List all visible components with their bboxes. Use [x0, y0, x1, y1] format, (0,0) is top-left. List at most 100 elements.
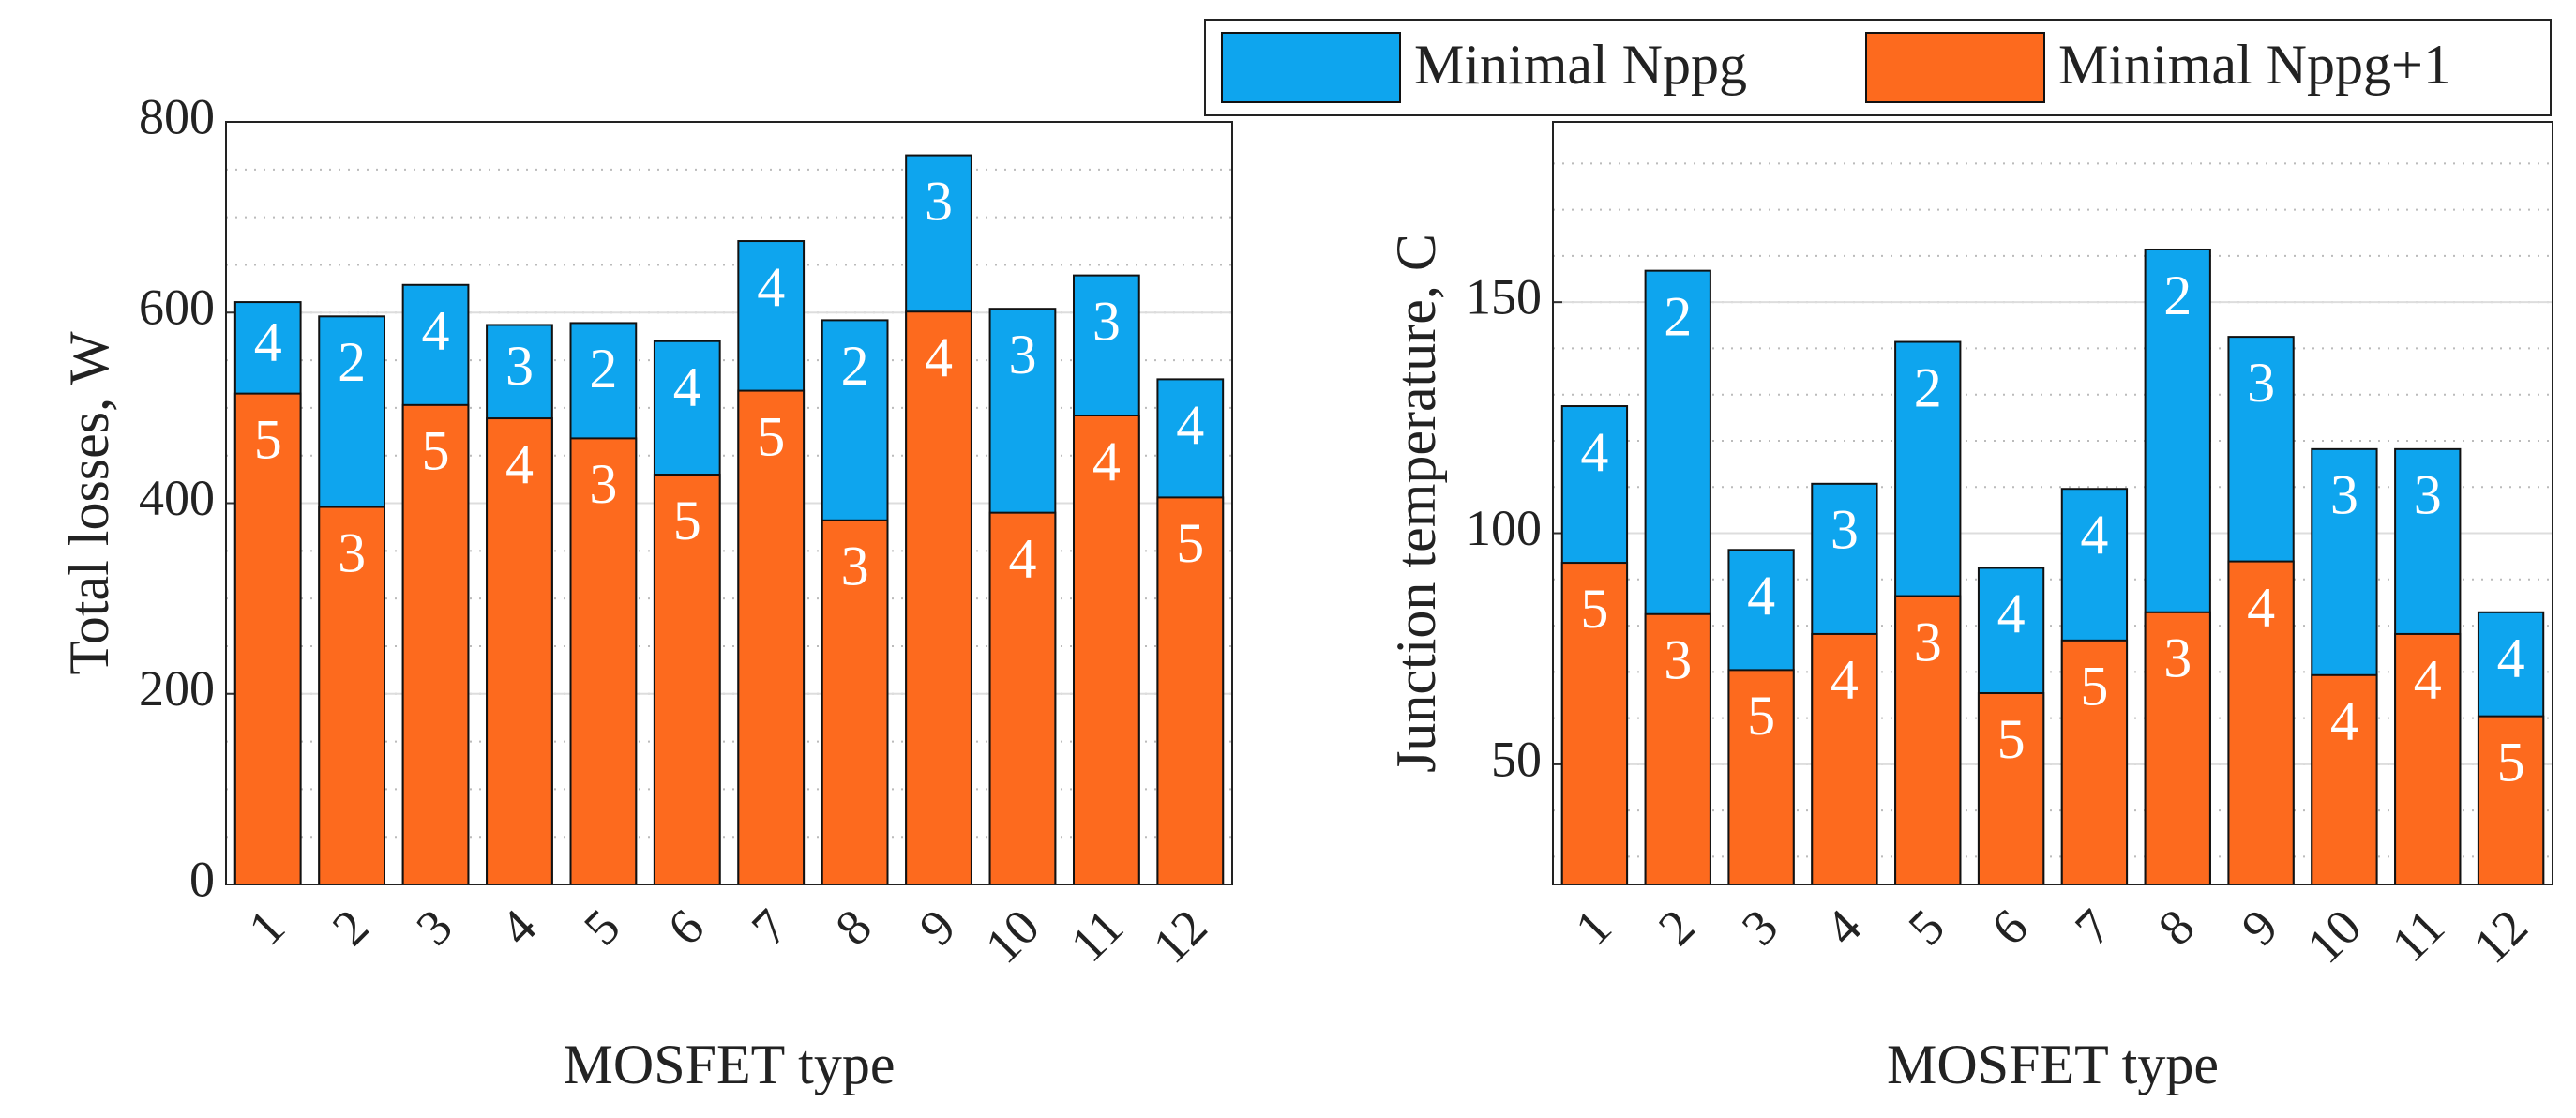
bar-label: 3 [2414, 464, 2442, 526]
x-tick-label: 3 [405, 899, 463, 957]
y-axis-label: Junction temperature, C [1385, 234, 1447, 773]
bar-label: 4 [505, 433, 534, 495]
bar-label: 4 [2497, 627, 2525, 689]
bar-label: 4 [1747, 565, 1775, 627]
bar [1073, 415, 1140, 885]
x-axis-label: MOSFET type [1887, 1034, 2219, 1095]
x-tick-label: 8 [824, 899, 882, 957]
x-tick-label: 1 [1564, 899, 1622, 957]
bar [821, 519, 889, 885]
x-tick-label: 1 [237, 899, 295, 957]
bar-label: 4 [2414, 649, 2442, 711]
x-tick-label: 3 [1731, 899, 1789, 957]
x-tick-label: 12 [1142, 899, 1218, 974]
bar-label: 4 [1092, 431, 1121, 492]
y-tick-label: 200 [139, 660, 215, 717]
bar [2227, 560, 2295, 885]
plot-area [1553, 122, 2553, 884]
bar [2311, 673, 2378, 886]
x-tick-label: 6 [1981, 899, 2039, 957]
y-tick-label: 800 [139, 88, 215, 144]
bar-label: 4 [422, 300, 450, 362]
bar-label: 5 [1997, 708, 2026, 770]
bar-label: 4 [2080, 504, 2108, 566]
bar [2477, 715, 2545, 885]
bar [318, 506, 385, 885]
bar-label: 5 [1176, 512, 1204, 574]
bar [1156, 496, 1225, 886]
bar-label: 5 [673, 490, 701, 551]
bar [653, 474, 721, 885]
bar [1644, 612, 1711, 885]
plot-frame [1552, 121, 2553, 885]
bar-label: 4 [1008, 527, 1036, 589]
bar-label: 3 [2247, 352, 2275, 414]
x-tick-label: 11 [1060, 899, 1134, 973]
bar [988, 511, 1057, 885]
x-tick-label: 7 [741, 899, 799, 957]
bar-label: 2 [2163, 264, 2192, 326]
bar-label: 4 [1580, 421, 1608, 483]
bar-label: 4 [757, 256, 785, 318]
bar-label: 4 [254, 311, 282, 373]
bar-label: 3 [338, 521, 366, 583]
x-tick-label: 4 [490, 899, 548, 957]
bar-label: 5 [1580, 578, 1608, 640]
y-tick-label: 50 [1491, 731, 1542, 787]
bar-label: 4 [2247, 576, 2275, 638]
bar-label: 3 [1092, 290, 1121, 352]
y-tick-label: 400 [139, 470, 215, 526]
y-axis-label: Total losses, W [58, 331, 120, 675]
plot-frame [225, 121, 1233, 885]
bar [2394, 632, 2462, 886]
x-tick-label: 8 [2147, 899, 2206, 957]
legend-swatch [1865, 32, 2045, 103]
bar-label: 3 [2330, 464, 2358, 526]
bar-label: 3 [505, 335, 534, 397]
bar [1811, 632, 1878, 886]
x-tick-label: 2 [322, 899, 380, 957]
bar-label: 5 [2080, 656, 2108, 718]
bar-label: 3 [925, 170, 953, 232]
bar-label: 5 [1747, 685, 1775, 747]
bar-label: 2 [841, 335, 869, 397]
bar-label: 5 [757, 405, 785, 467]
bar-label: 3 [1008, 324, 1036, 385]
bar-label: 3 [2163, 627, 2192, 689]
bar [233, 392, 302, 886]
y-tick-label: 0 [189, 851, 215, 907]
y-tick-label: 600 [139, 280, 215, 336]
bar-label: 4 [2330, 690, 2358, 752]
x-tick-label: 4 [1815, 899, 1873, 957]
x-tick-label: 2 [1648, 899, 1706, 957]
bar [905, 310, 972, 885]
bar-label: 3 [1664, 629, 1692, 691]
bar [1727, 669, 1795, 886]
bar-label: 2 [1664, 285, 1692, 347]
bar-label: 4 [1830, 649, 1859, 711]
y-tick-label: 150 [1466, 269, 1542, 325]
bar-label: 3 [589, 453, 617, 515]
x-tick-label: 9 [909, 899, 967, 957]
x-tick-label: 6 [657, 899, 716, 957]
bar [2144, 611, 2211, 885]
bar-label: 2 [1914, 356, 1942, 418]
bar-label: 2 [589, 338, 617, 400]
bar [1977, 692, 2045, 886]
bar-label: 4 [1176, 394, 1204, 456]
bar [1894, 595, 1962, 886]
legend-swatch [1221, 32, 1401, 103]
x-tick-label: 10 [2297, 899, 2373, 974]
bar-label: 2 [338, 331, 366, 393]
bar-label: 4 [1997, 582, 2026, 644]
bar-label: 3 [1830, 499, 1859, 561]
x-tick-label: 5 [1897, 899, 1955, 957]
legend-label: Minimal Nppg [1414, 34, 1747, 96]
bar [486, 417, 553, 885]
x-tick-label: 10 [974, 899, 1050, 974]
x-tick-label: 9 [2231, 899, 2289, 957]
bar-label: 5 [422, 420, 450, 482]
bar-label: 3 [841, 536, 869, 597]
bar-label: 5 [2497, 731, 2525, 793]
